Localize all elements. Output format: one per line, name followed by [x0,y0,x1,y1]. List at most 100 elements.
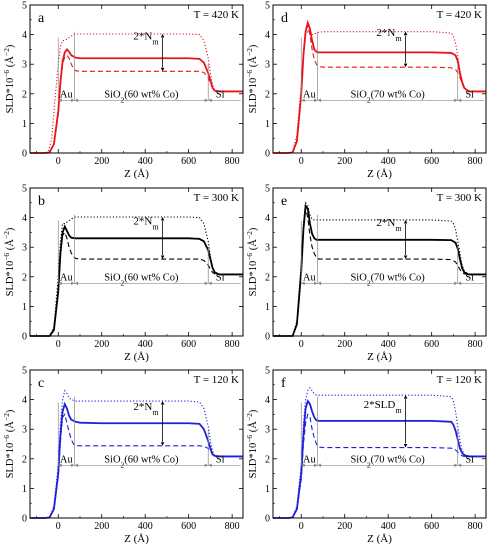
series-line-dotted [273,386,486,519]
series-line-dotted [30,389,243,519]
arrow-head [317,463,322,468]
x-tick-label: 600 [181,156,196,167]
arrow-head [58,281,62,286]
y-tick-label: 4 [265,395,270,406]
split-label: 2*Nm [376,27,402,43]
series-line-dashed [273,413,486,519]
x-tick-label: 0 [56,339,61,350]
arrow-head [457,281,462,286]
layer-label-si: Si [465,89,474,100]
series-line-dotted [30,216,243,337]
x-tick-label: 0 [299,156,304,167]
chart-panel-c: 2*Nm Au SiO2(60 wt% Co) Si 0 200 400 600 800 0 1 2 3… [2,366,244,545]
series-line-dashed [273,208,486,337]
arrow-head [317,98,322,103]
y-tick-label: 2 [22,89,27,100]
arrow-head [71,98,75,103]
x-tick-label: 800 [225,521,240,532]
layer-label-au: Au [303,454,317,465]
x-tick-label: 400 [138,339,153,350]
arrow-head [454,281,458,286]
temperature-label: T = 420 K [194,9,239,21]
x-tick-label: 0 [299,339,304,350]
x-tick-label: 400 [138,156,153,167]
layer-label-oxide: SiO2(60 wt% Co) [104,89,179,104]
split-label: 2*Nm [133,401,159,417]
panel-letter: b [38,194,45,209]
x-tick-label: 800 [468,156,483,167]
y-tick-label: 1 [22,119,27,130]
arrow-head [208,281,212,286]
layer-label-au: Au [303,89,317,100]
y-tick-label: 1 [265,484,270,495]
arrow-head [403,31,408,36]
arrow-head [74,463,79,468]
y-tick-label: 5 [265,184,270,195]
arrow-head [74,281,79,286]
layer-label-oxide: SiO2(60 wt% Co) [104,272,179,287]
x-tick-label: 600 [424,156,439,167]
y-tick-label: 2 [265,89,270,100]
x-axis-label: Z (Å) [124,351,149,363]
arrow-head [71,281,75,286]
arrow-head [403,63,408,68]
x-tick-label: 600 [424,521,439,532]
arrow-head [317,281,322,286]
split-label: 2*SLDm [364,399,403,415]
series-line-dashed [30,54,243,154]
y-tick-label: 5 [265,1,270,12]
y-tick-label: 0 [22,149,27,160]
temperature-label: T = 300 K [194,192,239,204]
y-axis-label: SLD*10−6 (Å−2) [2,44,17,113]
y-tick-label: 1 [265,119,270,130]
y-tick-label: 3 [22,60,27,71]
layer-label-oxide: SiO2(70 wt% Co) [350,89,425,104]
layer-label-au: Au [60,89,74,100]
chart-panel-a: 2*Nm Au SiO2(60 wt% Co) Si 0 200 400 600 800 0 1 2 3… [2,1,244,180]
arrow-head [208,463,212,468]
y-tick-label: 3 [22,243,27,254]
y-axis-label: SLD*10−6 (Å−2) [245,409,260,478]
layer-label-oxide: SiO2(70 wt% Co) [350,272,425,287]
arrow-head [403,255,408,260]
arrow-head [58,463,62,468]
panel-letter: d [281,11,288,26]
layer-label-au: Au [303,272,317,283]
x-tick-label: 0 [56,521,61,532]
y-tick-label: 5 [265,366,270,377]
y-tick-label: 3 [265,243,270,254]
arrow-head [457,98,462,103]
y-tick-label: 3 [265,425,270,436]
x-tick-label: 800 [468,339,483,350]
y-axis-label: SLD*10−6 (Å−2) [245,227,260,296]
arrow-head [204,281,209,286]
series-line-dashed [273,23,486,154]
y-tick-label: 0 [265,514,270,525]
chart-panel-d: 2*Nm Au SiO2(70 wt% Co) Si 0 200 400 600 800 0 1 2 3… [245,1,487,180]
y-tick-label: 4 [22,395,27,406]
x-axis-label: Z (Å) [124,533,149,545]
layer-label-au: Au [60,272,74,283]
y-tick-label: 2 [265,454,270,465]
layer-label-si: Si [465,454,474,465]
panel-letter: a [38,11,45,26]
arrow-head [208,98,212,103]
arrow-head [314,98,318,103]
arrow-head [301,463,305,468]
y-tick-label: 2 [265,272,270,283]
x-tick-label: 400 [381,339,396,350]
x-tick-label: 0 [299,521,304,532]
y-tick-label: 5 [22,366,27,377]
y-tick-label: 3 [265,60,270,71]
chart-panel-f: 2*SLDm Au SiO2(70 wt% Co) Si 0 200 400 600 800 0 1… [245,366,487,545]
arrow-head [160,67,165,72]
arrow-head [454,463,458,468]
panel-letter: e [281,194,287,209]
y-tick-label: 5 [22,184,27,195]
split-label: 2*Nm [133,30,159,46]
arrow-head [301,98,305,103]
layer-label-si: Si [216,454,225,465]
arrow-head [204,98,209,103]
arrow-head [454,98,458,103]
y-tick-label: 5 [22,1,27,12]
